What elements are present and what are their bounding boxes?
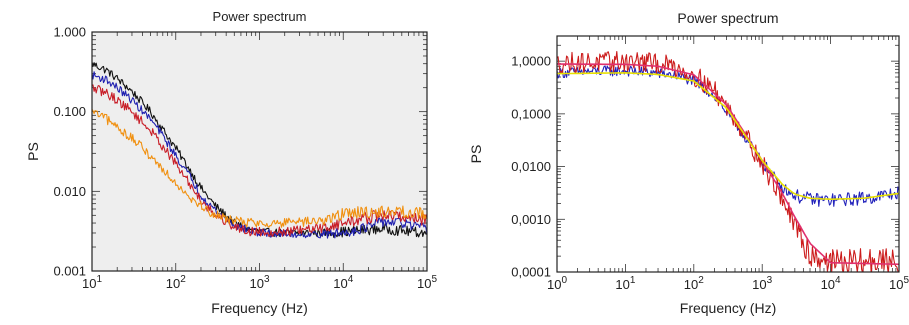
plot-frame bbox=[91, 31, 428, 272]
series-line bbox=[92, 61, 427, 238]
chart-title: Power spectrum bbox=[213, 9, 307, 24]
y-tick-label: 0,0001 bbox=[511, 265, 551, 280]
y-tick-label: 1,0000 bbox=[511, 54, 551, 69]
x-tick-label: 103 bbox=[249, 274, 269, 291]
plot-area bbox=[557, 36, 899, 272]
left-power-spectrum-chart: Power spectrum Frequency (Hz) PS 101 102 103 1… bbox=[25, 9, 437, 316]
series-line bbox=[92, 71, 427, 239]
x-axis-label: Frequency (Hz) bbox=[680, 300, 776, 316]
x-tick-label: 104 bbox=[333, 274, 353, 291]
y-tick-label: 0.010 bbox=[53, 184, 86, 199]
y-tick-label: 0,0100 bbox=[511, 159, 551, 174]
series-line bbox=[92, 109, 427, 228]
x-tick-label: 105 bbox=[889, 275, 909, 292]
x-tick-label: 105 bbox=[417, 274, 437, 291]
series-line bbox=[557, 63, 899, 266]
series-line bbox=[557, 72, 899, 200]
tick-marks bbox=[91, 32, 427, 272]
x-tick-label: 103 bbox=[752, 275, 772, 292]
chart-title: Power spectrum bbox=[677, 10, 778, 26]
plot-frame bbox=[556, 35, 900, 273]
y-tick-label: 1.000 bbox=[53, 25, 86, 40]
x-tick-label: 100 bbox=[547, 275, 567, 292]
series-line bbox=[92, 84, 427, 237]
y-axis-label: PS bbox=[468, 145, 484, 164]
x-tick-label: 101 bbox=[615, 275, 635, 292]
x-tick-label: 102 bbox=[166, 274, 186, 291]
y-tick-label: 0,1000 bbox=[511, 106, 551, 121]
y-tick-label: 0,0010 bbox=[511, 212, 551, 227]
x-tick-label: 102 bbox=[684, 275, 704, 292]
y-tick-label: 0.001 bbox=[53, 264, 86, 279]
y-axis-label: PS bbox=[25, 142, 41, 161]
y-tick-label: 0.100 bbox=[53, 104, 86, 119]
right-power-spectrum-chart: Power spectrum Frequency (Hz) PS 100 101 102 1… bbox=[468, 10, 909, 316]
x-axis-label: Frequency (Hz) bbox=[211, 300, 307, 316]
x-tick-label: 104 bbox=[821, 275, 841, 292]
x-tick-label: 101 bbox=[82, 274, 102, 291]
